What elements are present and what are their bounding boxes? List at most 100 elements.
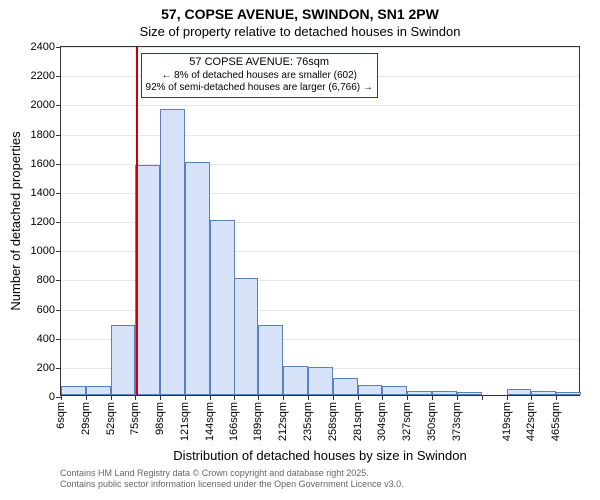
histogram-bar (210, 220, 235, 395)
y-tick-mark (56, 193, 61, 194)
x-tick-label: 52sqm (105, 402, 117, 435)
histogram-bar (531, 391, 556, 395)
y-tick-mark (56, 105, 61, 106)
x-tick-label: 212sqm (277, 402, 289, 441)
histogram-bar (407, 391, 432, 395)
x-tick-mark (86, 395, 87, 400)
x-tick-mark (407, 395, 408, 400)
histogram-bar (258, 325, 283, 395)
histogram-bar (135, 165, 160, 395)
histogram-bar (234, 278, 259, 395)
annotation-box: 57 COPSE AVENUE: 76sqm ← 8% of detached … (141, 53, 378, 98)
x-tick-mark (382, 395, 383, 400)
x-axis-label: Distribution of detached houses by size … (60, 448, 580, 463)
histogram-bar (283, 366, 308, 395)
histogram-bar (61, 386, 86, 395)
y-axis-label: Number of detached properties (8, 42, 23, 221)
x-tick-mark (111, 395, 112, 400)
x-tick-mark (333, 395, 334, 400)
x-tick-label: 350sqm (426, 402, 438, 441)
y-tick-mark (56, 76, 61, 77)
x-tick-mark (234, 395, 235, 400)
x-tick-label: 98sqm (154, 402, 166, 435)
x-tick-mark (160, 395, 161, 400)
chart-title: 57, COPSE AVENUE, SWINDON, SN1 2PW (0, 6, 600, 22)
footer-line2: Contains public sector information licen… (60, 479, 404, 490)
x-tick-mark (432, 395, 433, 400)
x-tick-mark (135, 395, 136, 400)
histogram-bar (111, 325, 136, 395)
x-tick-mark (457, 395, 458, 400)
x-tick-mark (210, 395, 211, 400)
x-tick-label: 327sqm (401, 402, 413, 441)
annotation-line1: 57 COPSE AVENUE: 76sqm (146, 56, 373, 70)
histogram-bar (507, 389, 532, 395)
y-tick-label: 1600 (31, 158, 55, 170)
histogram-bar (160, 109, 185, 395)
y-tick-label: 1400 (31, 187, 55, 199)
annotation-line2: ← 8% of detached houses are smaller (602… (146, 70, 373, 83)
y-tick-mark (56, 222, 61, 223)
histogram-bar (432, 391, 457, 395)
x-tick-mark (358, 395, 359, 400)
x-tick-label: 121sqm (179, 402, 191, 441)
x-tick-label: 281sqm (352, 402, 364, 441)
x-tick-label: 189sqm (252, 402, 264, 441)
x-tick-mark (185, 395, 186, 400)
x-tick-mark (531, 395, 532, 400)
x-tick-label: 75sqm (129, 402, 141, 435)
y-tick-label: 800 (37, 274, 55, 286)
y-tick-mark (56, 339, 61, 340)
y-tick-label: 1200 (31, 216, 55, 228)
gridline (61, 47, 579, 48)
x-tick-label: 166sqm (228, 402, 240, 441)
x-tick-label: 258sqm (327, 402, 339, 441)
chart-figure: 57, COPSE AVENUE, SWINDON, SN1 2PW Size … (0, 0, 600, 500)
y-tick-mark (56, 368, 61, 369)
y-tick-label: 400 (37, 333, 55, 345)
chart-subtitle: Size of property relative to detached ho… (0, 24, 600, 39)
histogram-bar (556, 392, 581, 395)
footer-attribution: Contains HM Land Registry data © Crown c… (60, 468, 404, 491)
y-tick-label: 2000 (31, 99, 55, 111)
y-tick-mark (56, 280, 61, 281)
histogram-bar (86, 386, 111, 395)
histogram-bar (358, 385, 383, 395)
x-tick-label: 235sqm (302, 402, 314, 441)
y-tick-label: 200 (37, 362, 55, 374)
x-tick-label: 419sqm (501, 402, 513, 441)
x-tick-mark (507, 395, 508, 400)
y-tick-label: 1800 (31, 129, 55, 141)
y-tick-label: 2200 (31, 70, 55, 82)
x-tick-label: 465sqm (550, 402, 562, 441)
y-tick-mark (56, 164, 61, 165)
marker-line (136, 47, 138, 395)
plot-area: 57 COPSE AVENUE: 76sqm ← 8% of detached … (60, 46, 580, 396)
histogram-bar (333, 378, 358, 396)
x-tick-mark (283, 395, 284, 400)
histogram-bar (185, 162, 210, 395)
y-tick-label: 1000 (31, 245, 55, 257)
x-tick-mark (482, 395, 483, 400)
x-tick-label: 6sqm (55, 402, 67, 429)
y-tick-label: 2400 (31, 41, 55, 53)
footer-line1: Contains HM Land Registry data © Crown c… (60, 468, 404, 479)
x-tick-label: 373sqm (451, 402, 463, 441)
y-tick-mark (56, 251, 61, 252)
annotation-line3: 92% of semi-detached houses are larger (… (146, 82, 373, 95)
histogram-bar (308, 367, 333, 395)
x-tick-mark (308, 395, 309, 400)
histogram-bar (457, 392, 482, 395)
histogram-bar (382, 386, 407, 395)
gridline (61, 135, 579, 136)
y-tick-label: 600 (37, 304, 55, 316)
y-tick-mark (56, 135, 61, 136)
x-tick-mark (556, 395, 557, 400)
x-tick-label: 29sqm (80, 402, 92, 435)
x-tick-mark (258, 395, 259, 400)
x-tick-label: 304sqm (376, 402, 388, 441)
x-tick-label: 144sqm (204, 402, 216, 441)
x-tick-label: 442sqm (525, 402, 537, 441)
x-tick-mark (61, 395, 62, 400)
y-tick-mark (56, 47, 61, 48)
